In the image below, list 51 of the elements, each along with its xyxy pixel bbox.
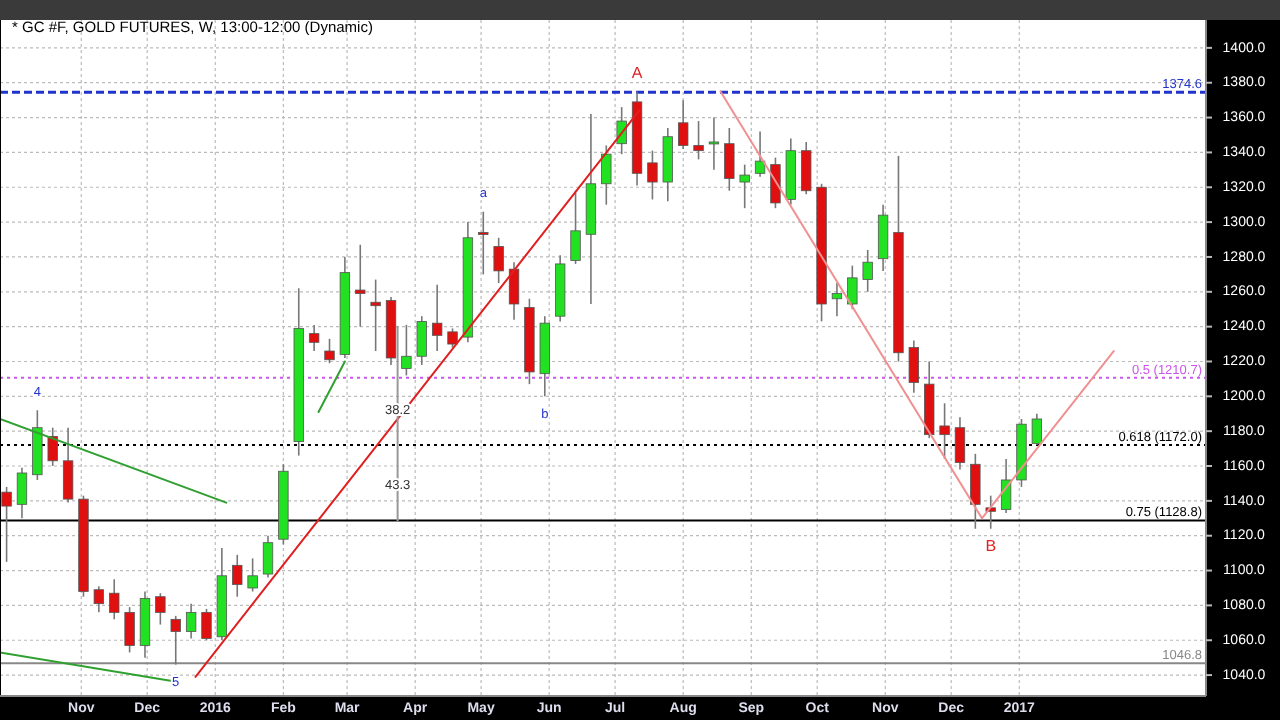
candlestick bbox=[724, 127, 735, 192]
candlestick bbox=[185, 602, 197, 640]
candlestick bbox=[801, 141, 812, 196]
candlestick bbox=[355, 243, 366, 328]
candlestick bbox=[308, 324, 320, 352]
candlestick bbox=[416, 315, 427, 366]
candlestick bbox=[401, 324, 412, 377]
candlestick bbox=[16, 466, 28, 520]
candlestick bbox=[985, 494, 996, 530]
candlestick bbox=[93, 585, 105, 614]
candlestick bbox=[232, 554, 243, 598]
candlestick bbox=[754, 130, 766, 178]
annotation: B bbox=[985, 536, 997, 555]
candlestick bbox=[247, 557, 258, 593]
candlestick bbox=[1, 486, 12, 563]
candlestick bbox=[431, 284, 443, 352]
candlestick bbox=[170, 615, 181, 666]
candlestick bbox=[678, 99, 689, 150]
candlestick bbox=[970, 453, 981, 530]
candlestick bbox=[939, 402, 950, 460]
candlestick bbox=[478, 210, 489, 276]
candlestick bbox=[662, 127, 673, 202]
candlestick bbox=[570, 189, 581, 265]
candlestick bbox=[862, 249, 873, 293]
annotation: A bbox=[631, 63, 644, 82]
candlestick bbox=[831, 282, 843, 317]
candlestick bbox=[124, 606, 135, 654]
candlestick bbox=[508, 261, 520, 321]
candlestick bbox=[1031, 412, 1043, 446]
candlestick bbox=[109, 578, 120, 621]
candlestick bbox=[877, 203, 889, 272]
candlestick bbox=[908, 339, 919, 394]
candlestick bbox=[262, 534, 274, 579]
candlestick bbox=[708, 116, 720, 171]
candlestick bbox=[739, 163, 750, 209]
candlestick bbox=[32, 409, 43, 481]
candlestick bbox=[1000, 458, 1012, 514]
candlestick bbox=[770, 156, 781, 209]
candlestick bbox=[201, 608, 212, 642]
candlestick bbox=[155, 592, 166, 626]
candlestick bbox=[647, 149, 658, 201]
candlestick bbox=[370, 278, 381, 352]
candlestick bbox=[954, 416, 966, 471]
candlestick bbox=[324, 338, 335, 365]
candlestick bbox=[601, 144, 612, 206]
candlestick bbox=[62, 426, 74, 504]
candlestick bbox=[493, 236, 504, 284]
candlestick bbox=[47, 426, 58, 467]
candlestick bbox=[447, 327, 458, 349]
candlestick bbox=[693, 120, 704, 161]
candlestick bbox=[139, 590, 151, 659]
